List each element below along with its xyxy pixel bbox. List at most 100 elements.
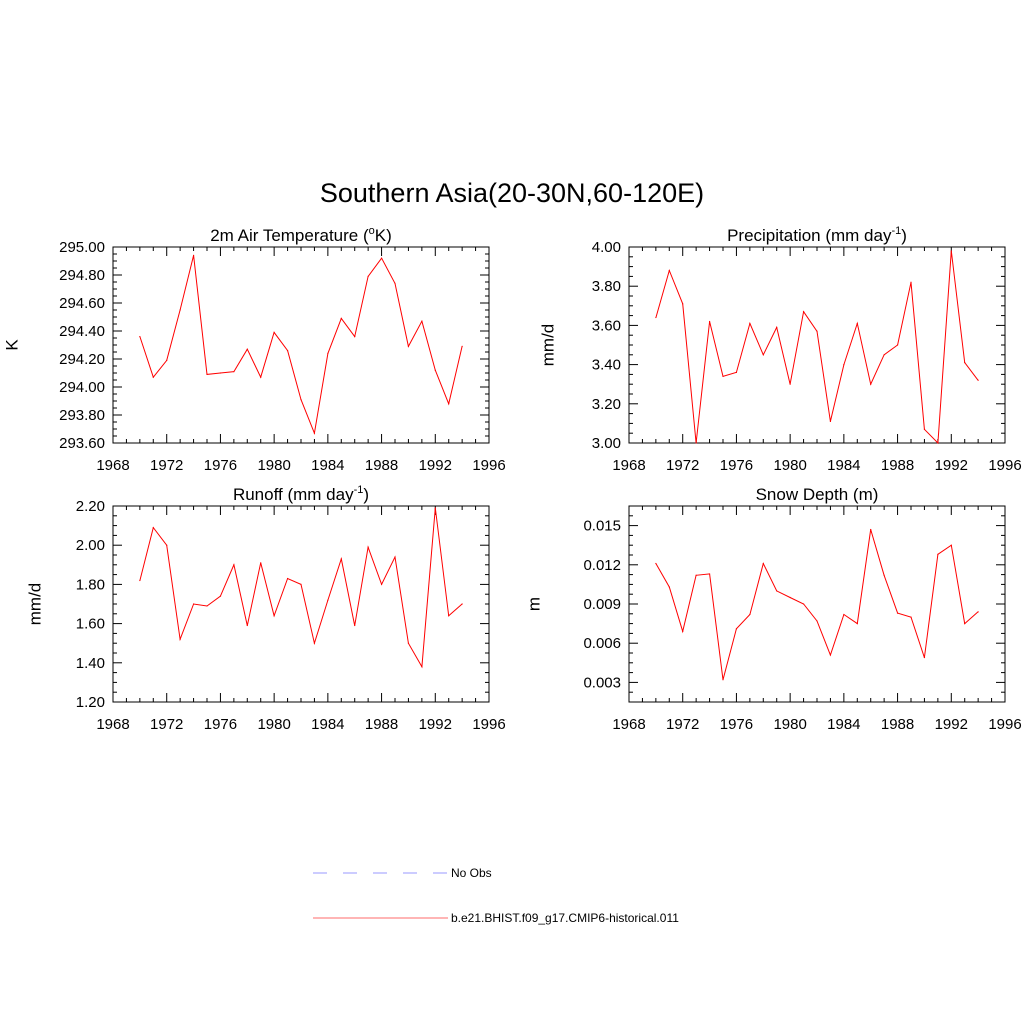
data-point xyxy=(260,562,262,564)
data-point xyxy=(434,507,436,509)
x-tick-label: 1980 xyxy=(773,716,806,733)
x-tick-label: 1972 xyxy=(150,716,183,733)
data-point xyxy=(682,630,684,633)
y-tick-label: 0.006 xyxy=(583,635,621,652)
panel-title: Snow Depth (m) xyxy=(756,485,879,504)
data-point xyxy=(776,590,778,592)
x-tick-label: 1988 xyxy=(365,457,398,474)
y-tick-label: 3.20 xyxy=(592,396,621,413)
legend-label-model: b.e21.BHIST.f09_g17.CMIP6-historical.011 xyxy=(451,911,679,925)
data-point xyxy=(950,250,952,252)
data-point xyxy=(327,352,329,354)
data-point xyxy=(668,586,670,588)
data-point xyxy=(843,364,845,366)
data-point xyxy=(735,371,738,374)
y-tick-label: 294.40 xyxy=(59,323,105,340)
x-tick-label: 1968 xyxy=(612,457,645,474)
x-tick-label: 1988 xyxy=(881,457,914,474)
data-point xyxy=(910,616,912,618)
data-point xyxy=(340,558,342,560)
data-point xyxy=(273,331,275,333)
data-point xyxy=(273,615,275,617)
y-tick-label: 294.00 xyxy=(59,379,105,396)
y-tick-label: 4.00 xyxy=(592,239,621,256)
data-point xyxy=(749,322,751,325)
x-tick-label: 1972 xyxy=(666,457,699,474)
series-line xyxy=(139,255,463,436)
data-point xyxy=(367,275,369,277)
panel-title-main: 2m Air Temperature ( xyxy=(210,226,369,245)
y-axis-label: mm/d xyxy=(539,324,558,367)
series-line xyxy=(655,250,979,445)
data-point xyxy=(380,583,383,586)
x-tick-label: 1996 xyxy=(988,716,1021,733)
legend-label-no-obs: No Obs xyxy=(451,866,492,880)
x-tick-label: 1992 xyxy=(935,716,968,733)
x-tick-label: 1984 xyxy=(311,457,344,474)
data-point xyxy=(964,623,966,625)
y-axis-label: mm/d xyxy=(26,583,45,626)
panel-title-main: Runoff (mm day xyxy=(233,485,354,504)
y-axis-label: m xyxy=(525,597,544,611)
panel-title-superscript: -1 xyxy=(891,225,901,237)
y-tick-label: 0.012 xyxy=(583,557,621,574)
data-point xyxy=(762,562,764,565)
data-point xyxy=(421,666,423,668)
x-tick-label: 1992 xyxy=(935,457,968,474)
y-tick-label: 2.20 xyxy=(76,498,105,515)
data-point xyxy=(179,309,181,311)
data-point xyxy=(192,254,195,256)
y-axis-label: K xyxy=(3,339,22,351)
panel-title-suffix: ) xyxy=(363,485,369,504)
y-tick-label: 294.80 xyxy=(59,267,105,284)
panel-title-superscript: -1 xyxy=(354,484,364,496)
panel-title-main: Precipitation (mm day xyxy=(727,226,892,245)
plot-frame xyxy=(112,246,490,444)
figure-title: Southern Asia(20-30N,60-120E) xyxy=(320,178,704,208)
x-tick-label: 1980 xyxy=(773,457,806,474)
x-tick-label: 1976 xyxy=(720,716,753,733)
x-tick-label: 1968 xyxy=(612,716,645,733)
data-point xyxy=(655,562,657,565)
y-tick-label: 1.20 xyxy=(76,694,105,711)
panel-4: 1968 1972 1976 1980 1984 1988 1992 1996 0.003 0.0… xyxy=(525,485,1022,733)
data-point xyxy=(722,375,724,377)
plot-frame xyxy=(628,505,1006,703)
data-point xyxy=(354,336,356,338)
y-tick-label: 2.00 xyxy=(76,537,105,554)
data-point xyxy=(434,369,436,371)
x-tick-label: 1984 xyxy=(311,716,344,733)
data-point xyxy=(749,613,751,616)
data-point xyxy=(923,428,926,430)
x-tick-label: 1976 xyxy=(720,457,753,474)
data-point xyxy=(802,603,805,605)
y-tick-label: 3.00 xyxy=(592,435,621,452)
data-point xyxy=(870,528,872,531)
data-point xyxy=(407,345,410,347)
x-tick-label: 1988 xyxy=(365,716,398,733)
data-point xyxy=(896,344,899,346)
y-tick-label: 3.80 xyxy=(592,278,621,295)
panel-2: 1968 1972 1976 1980 1984 1988 1992 1996 3.00 3.20… xyxy=(539,225,1022,474)
data-point xyxy=(829,654,832,656)
data-point xyxy=(977,379,979,381)
data-point xyxy=(816,330,818,332)
data-point xyxy=(682,303,684,305)
x-tick-label: 1988 xyxy=(881,716,914,733)
data-point xyxy=(789,596,791,599)
data-point xyxy=(735,628,738,630)
data-point xyxy=(896,612,899,614)
data-point xyxy=(668,269,670,272)
panel-title: Runoff (mm day-1) xyxy=(233,484,369,504)
data-point xyxy=(246,624,248,627)
data-point xyxy=(802,311,805,313)
data-point xyxy=(313,642,316,644)
y-tick-label: 294.60 xyxy=(59,295,105,312)
y-tick-label: 1.40 xyxy=(76,655,105,672)
x-tick-label: 1992 xyxy=(419,716,452,733)
y-tick-label: 0.009 xyxy=(583,596,621,613)
data-point xyxy=(448,615,450,617)
x-tick-label: 1980 xyxy=(257,457,290,474)
legend: No Obs b.e21.BHIST.f09_g17.CMIP6-histori… xyxy=(313,866,679,925)
